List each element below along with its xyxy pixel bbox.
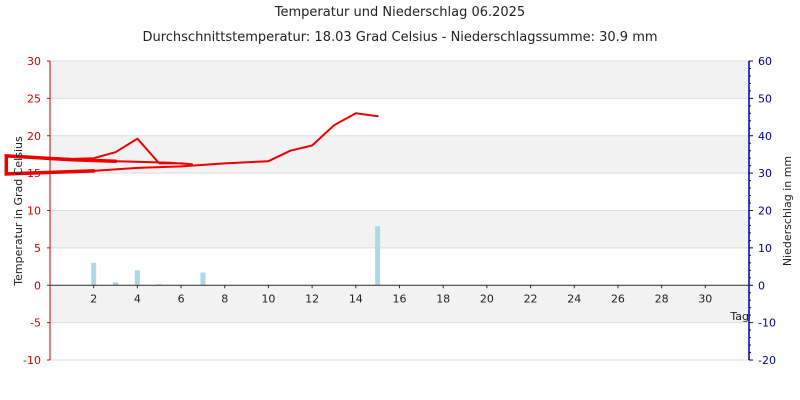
x-axis-label: Tag — [729, 310, 749, 323]
x-tick-label: 16 — [393, 292, 407, 305]
y-right-tick-label: 20 — [758, 205, 772, 218]
y-right-tick-label: -10 — [758, 317, 776, 330]
plot-band — [50, 285, 749, 323]
temperature-line — [4, 112, 379, 176]
x-tick-label: 12 — [305, 292, 319, 305]
plot-band — [50, 173, 749, 211]
x-tick-label: 28 — [655, 292, 669, 305]
x-tick-label: 14 — [349, 292, 363, 305]
precipitation-bar — [91, 262, 97, 286]
y-right-tick-label: -20 — [758, 354, 776, 367]
x-tick-label: 30 — [698, 292, 712, 305]
precipitation-bar — [200, 272, 206, 286]
precipitation-bar — [134, 270, 140, 286]
plot-band — [50, 210, 749, 248]
y-right-tick-label: 30 — [758, 167, 772, 180]
x-tick-label: 10 — [261, 292, 275, 305]
y-right-tick-label: 40 — [758, 130, 772, 143]
y-axis-right-label: Niederschlag in mm — [781, 156, 794, 266]
x-tick-label: 6 — [178, 292, 185, 305]
plot-band — [50, 98, 749, 136]
y-axis-left-label: Temperatur in Grad Celsius — [12, 136, 25, 287]
x-tick-label: 8 — [221, 292, 228, 305]
chart-subtitle: Durchschnittstemperatur: 18.03 Grad Cels… — [142, 30, 657, 45]
y-left-tick-label: -5 — [30, 317, 41, 330]
y-left-tick-label: -10 — [23, 354, 41, 367]
y-right-tick-label: 0 — [758, 279, 765, 292]
y-left-tick-label: 30 — [27, 55, 41, 68]
x-tick-label: 20 — [480, 292, 494, 305]
temperature-series-line-overlay — [4, 154, 118, 176]
plot-band — [50, 61, 749, 99]
y-left-tick-label: 10 — [27, 205, 41, 218]
x-tick-label: 24 — [567, 292, 581, 305]
y-left-tick-label: 0 — [34, 279, 41, 292]
x-tick-label: 4 — [134, 292, 141, 305]
x-tick-label: 26 — [611, 292, 625, 305]
y-right-tick-label: 50 — [758, 92, 772, 105]
y-left-tick-label: 20 — [27, 130, 41, 143]
chart-title: Temperatur und Niederschlag 06.2025 — [274, 5, 525, 20]
y-right-tick-label: 10 — [758, 242, 772, 255]
x-tick-label: 22 — [524, 292, 538, 305]
y-left-tick-label: 5 — [34, 242, 41, 255]
x-tick-label: 2 — [90, 292, 97, 305]
x-tick-label: 18 — [436, 292, 450, 305]
plot-band — [50, 247, 749, 286]
precipitation-bar — [156, 284, 162, 286]
y-left-tick-label: 15 — [27, 167, 41, 180]
precipitation-bar — [375, 226, 381, 286]
precipitation-bar — [113, 282, 119, 286]
precipitation-bars — [91, 226, 381, 286]
plot-background — [50, 61, 749, 360]
plot-band — [50, 322, 749, 360]
y-left-tick-label: 25 — [27, 92, 41, 105]
y-right-tick-label: 60 — [758, 55, 772, 68]
